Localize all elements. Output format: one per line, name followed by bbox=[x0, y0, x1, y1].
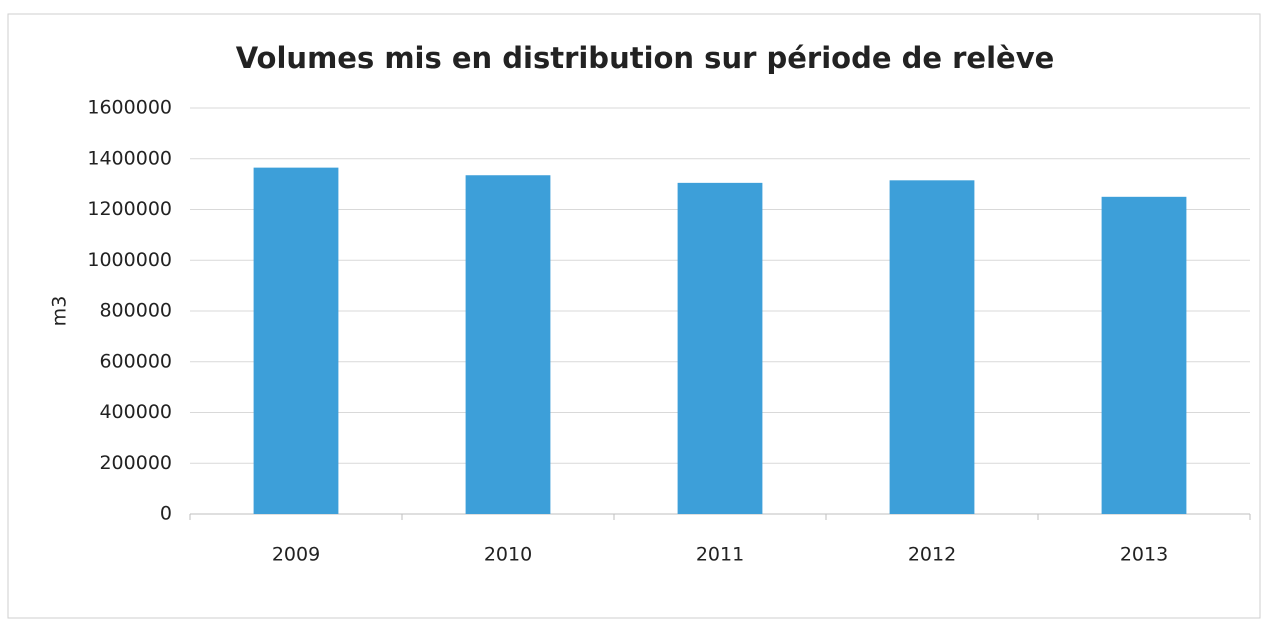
x-tick-label: 2009 bbox=[272, 544, 320, 566]
y-tick-label: 800000 bbox=[99, 300, 172, 322]
chart-title: Volumes mis en distribution sur période … bbox=[236, 41, 1055, 75]
y-tick-label: 600000 bbox=[99, 350, 172, 372]
x-tick-label: 2012 bbox=[908, 544, 956, 566]
y-tick-label: 0 bbox=[160, 503, 172, 525]
bar bbox=[465, 175, 551, 514]
bar bbox=[889, 180, 975, 514]
y-tick-label: 200000 bbox=[99, 452, 172, 474]
x-tick-label: 2010 bbox=[484, 544, 532, 566]
bar bbox=[677, 182, 763, 514]
bar bbox=[1101, 196, 1187, 514]
x-tick-label: 2011 bbox=[696, 544, 744, 566]
y-tick-label: 1200000 bbox=[87, 198, 172, 220]
x-tick-label: 2013 bbox=[1120, 544, 1168, 566]
chart-frame bbox=[7, 13, 1261, 619]
y-tick-label: 400000 bbox=[99, 401, 172, 423]
y-tick-label: 1000000 bbox=[87, 249, 172, 271]
y-axis-label: m3 bbox=[49, 296, 71, 327]
bar bbox=[253, 167, 339, 514]
y-tick-label: 1400000 bbox=[87, 147, 172, 169]
y-tick-label: 1600000 bbox=[87, 97, 172, 119]
